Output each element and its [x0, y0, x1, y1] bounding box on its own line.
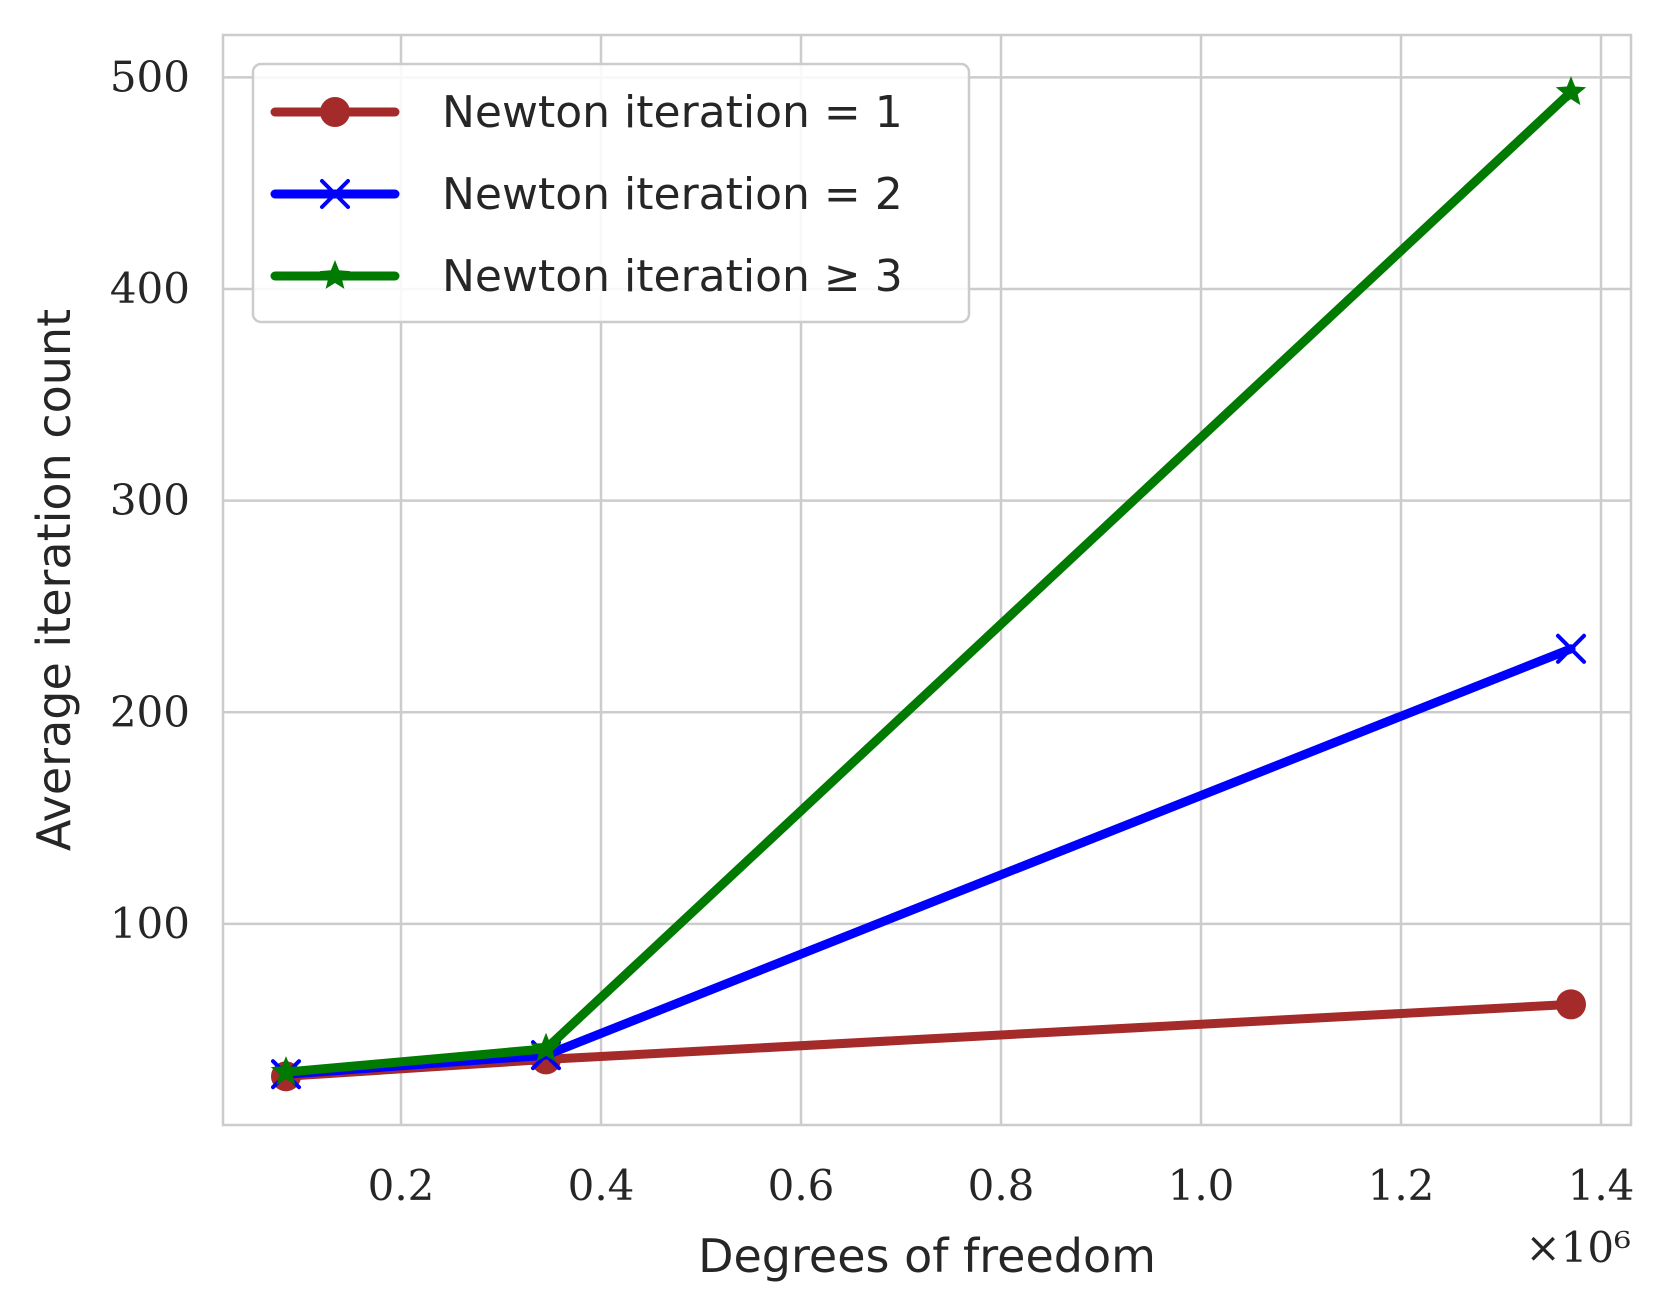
series-2	[271, 633, 1586, 1090]
y-tick-label: 300	[110, 476, 190, 525]
legend-item-2: Newton iteration = 2	[270, 169, 903, 220]
series-3-point	[270, 1056, 302, 1085]
series-1	[271, 989, 1586, 1092]
y-tick-label: 400	[110, 264, 190, 313]
x-tick-label: 0.8	[968, 1161, 1035, 1210]
plot-frame	[221, 33, 1633, 1127]
series-layer	[270, 76, 1587, 1092]
series-1-point	[1556, 989, 1586, 1020]
legend-marker	[320, 179, 350, 209]
x-tick-label: 1.2	[1368, 1161, 1435, 1210]
x-tick-labels: 0.2 0.4 0.6 0.8 1.0 1.2 1.4	[368, 1161, 1635, 1210]
legend-item-1: Newton iteration = 1	[270, 87, 903, 138]
legend: Newton iteration = 1 Newton iteration = 2…	[251, 62, 971, 324]
legend-label: Newton iteration = 2	[442, 169, 903, 220]
legend-box	[251, 62, 971, 324]
x-tick-label: 0.2	[368, 1161, 435, 1210]
x-axis-label: Degrees of freedom	[698, 1229, 1156, 1283]
x-tick-label: 1.4	[1568, 1161, 1635, 1210]
y-tick-labels: 100 200 300 400 500	[110, 52, 190, 948]
legend-label: Newton iteration ≥ 3	[442, 251, 903, 302]
legend-marker	[320, 97, 350, 127]
series-3	[270, 76, 1587, 1085]
x-tick-label: 0.4	[568, 1161, 635, 1210]
y-tick-label: 200	[110, 687, 190, 736]
y-axis-label: Average iteration count	[27, 309, 81, 851]
x-axis-offset-label: ×10⁶	[1526, 1223, 1631, 1272]
legend-marker	[319, 260, 351, 289]
x-tick-label: 0.6	[768, 1161, 835, 1210]
y-tick-label: 500	[110, 52, 190, 101]
y-tick-label: 100	[110, 899, 190, 948]
series-3-point	[530, 1032, 562, 1062]
legend-label: Newton iteration = 1	[442, 87, 903, 138]
series-1-line	[281, 999, 1576, 1081]
series-3-point	[1555, 76, 1587, 106]
x-tick-label: 1.0	[1168, 1161, 1235, 1210]
legend-item-3: Newton iteration ≥ 3	[270, 251, 903, 302]
series-2-point	[1556, 633, 1586, 664]
